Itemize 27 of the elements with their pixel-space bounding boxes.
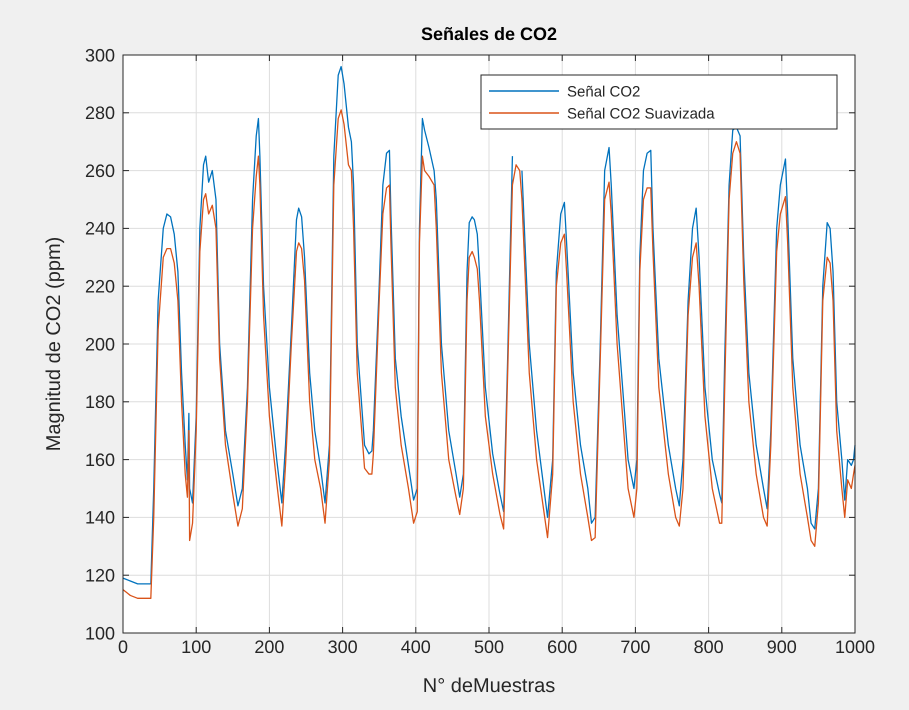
- y-tick-label: 280: [84, 103, 115, 124]
- y-tick-label: 140: [84, 508, 115, 528]
- x-tick-label: 600: [547, 637, 578, 657]
- x-tick-label: 800: [694, 637, 724, 657]
- y-tick-label: 120: [84, 566, 115, 586]
- y-axis-title: Magnitud de CO2 (ppm): [43, 236, 65, 452]
- y-tick-label: 180: [84, 392, 115, 412]
- x-tick-label: 400: [400, 637, 431, 657]
- x-tick-label: 300: [328, 637, 358, 657]
- x-tick-label: 500: [474, 637, 504, 657]
- chart-title: Señales de CO2: [420, 24, 558, 44]
- y-tick-label: 220: [84, 276, 115, 296]
- y-tick-label: 200: [84, 334, 115, 354]
- y-tick-label: 300: [84, 45, 115, 66]
- x-tick-label: 100: [181, 637, 212, 657]
- y-tick-label: 260: [84, 160, 115, 181]
- legend-label: Señal CO2: [567, 83, 640, 100]
- legend-label: Señal CO2 Suavizada: [567, 105, 716, 122]
- x-tick-label: 200: [254, 637, 284, 657]
- x-tick-label: 700: [620, 637, 650, 657]
- y-tick-label: 160: [84, 450, 115, 470]
- y-tick-label: 100: [84, 623, 115, 644]
- x-tick-label: 1000: [834, 637, 876, 657]
- x-tick-label: 900: [766, 637, 797, 657]
- x-axis-title: N° deMuestras: [422, 675, 556, 697]
- x-tick-label: 0: [118, 637, 128, 657]
- y-tick-label: 240: [84, 218, 115, 239]
